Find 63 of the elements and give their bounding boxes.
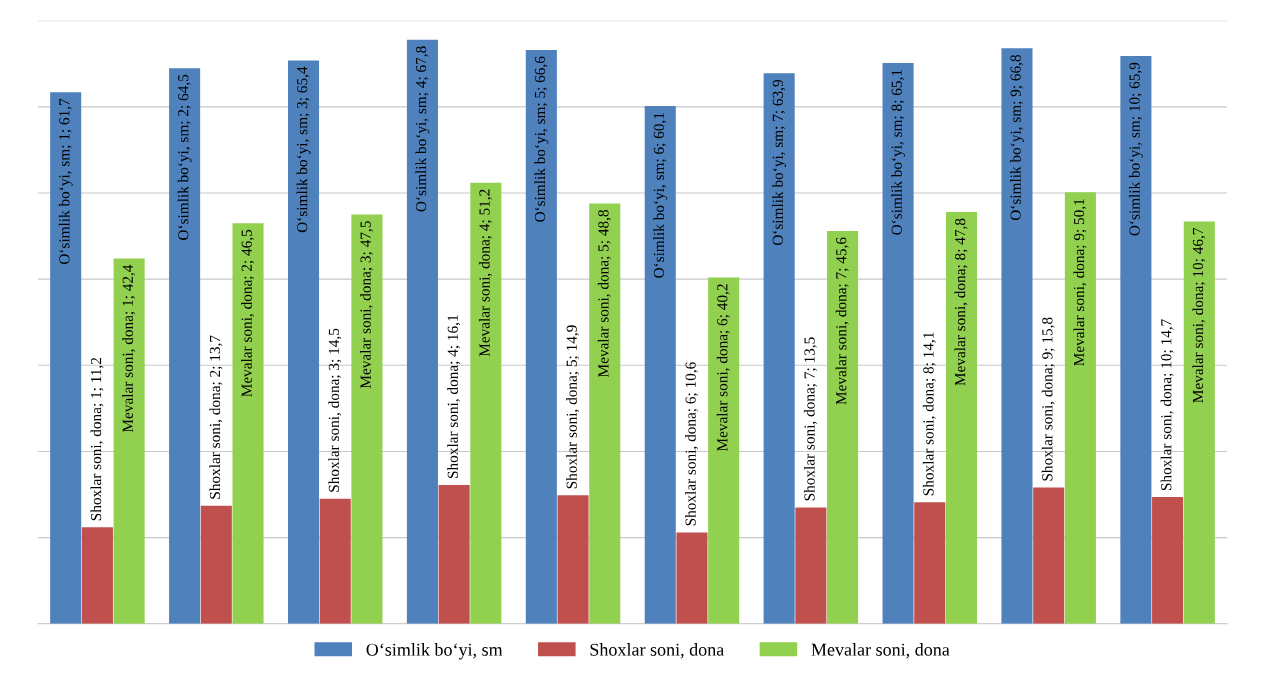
bar [438, 485, 470, 624]
data-label: Mevalar soni, dona; 7; 45,6 [835, 237, 849, 405]
data-label: Mevalar soni, dona; 10; 46,7 [1192, 227, 1206, 403]
data-label: Shoxlar soni, dona; 7; 13,5 [803, 337, 817, 501]
bar [827, 230, 859, 624]
bar [589, 203, 621, 624]
data-label: Shoxlar soni, dona; 3; 14,5 [328, 328, 342, 492]
data-label: Shoxlar soni, dona; 6; 10,6 [685, 362, 698, 526]
data-label: O‘simlik bo‘yi, sm; 7; 63,9 [772, 79, 787, 246]
bar [763, 73, 795, 624]
legend-label: Shoxlar soni, dona [590, 643, 724, 659]
data-label: O‘simlik bo‘yi, sm; 3; 65,4 [296, 66, 311, 233]
bar [287, 60, 320, 624]
bar [406, 39, 438, 624]
bar [676, 532, 708, 624]
bar [113, 258, 145, 624]
legend-label: Mevalar soni, dona [811, 643, 950, 659]
data-label: Mevalar soni, dona; 9; 50,1 [1073, 199, 1087, 366]
bar [81, 527, 113, 624]
data-label: O‘simlik bo‘yi, sm; 5; 66,6 [534, 56, 549, 222]
bar [525, 50, 557, 624]
bar [945, 212, 978, 624]
data-label: Shoxlar soni, dona; 8; 14,1 [922, 332, 936, 496]
bar [1183, 221, 1215, 624]
bar [200, 505, 232, 624]
data-label: Mevalar soni, dona; 8; 47,8 [954, 218, 968, 386]
data-label: O‘simlik bo‘yi, sm; 1; 61,7 [58, 98, 73, 265]
bar [708, 277, 740, 624]
data-label: O‘simlik bo‘yi, sm; 4; 67,8 [415, 46, 430, 212]
bar [1120, 56, 1152, 624]
data-label: O‘simlik bo‘yi, sm; 2; 64,5 [177, 74, 192, 240]
data-label: Shoxlar soni, dona; 2; 13,7 [209, 335, 223, 499]
data-label: Mevalar soni, dona; 1; 42,4 [122, 264, 136, 433]
bar [232, 223, 264, 624]
data-label: Mevalar soni, dona; 3; 47,5 [360, 221, 373, 389]
data-label: O‘simlik bo‘yi, sm; 9; 66,8 [1010, 54, 1024, 221]
bar [882, 62, 914, 624]
bar [1152, 497, 1184, 624]
bar [1001, 48, 1033, 624]
data-label: Mevalar soni, dona; 5; 48,8 [597, 210, 611, 377]
data-label: Shoxlar soni, dona; 5; 14,9 [566, 325, 580, 489]
bar [1033, 487, 1065, 624]
bar [470, 182, 502, 624]
data-label: Shoxlar soni, dona; 10; 14,7 [1160, 319, 1174, 491]
data-label: Shoxlar soni, dona; 4; 16,1 [447, 315, 461, 478]
data-label: Shoxlar soni, dona; 9; 15,8 [1041, 317, 1055, 481]
bar [351, 214, 383, 624]
bar [557, 495, 589, 624]
bar [169, 68, 201, 624]
data-label: Shoxlar soni, dona; 1; 11,2 [90, 357, 104, 521]
bar [644, 106, 676, 624]
bar [319, 498, 351, 624]
data-label: O‘simlik bo‘yi, sm; 8; 65,1 [891, 69, 906, 235]
data-label: Mevalar soni, dona; 4; 51,2 [478, 189, 492, 357]
bar [1064, 192, 1096, 624]
data-label: Mevalar soni, dona; 2; 46,5 [241, 229, 255, 397]
bar [914, 502, 946, 624]
legend-label: O‘simlik bo‘yi, sm [366, 643, 503, 660]
data-label: O‘simlik bo‘yi, sm; 6; 60,1 [653, 113, 668, 278]
bar [795, 507, 827, 624]
data-label: O‘simlik bo‘yi, sm; 10; 65,9 [1128, 62, 1143, 236]
data-label: Mevalar soni, dona; 6; 40,2 [716, 284, 730, 452]
bar [50, 92, 82, 624]
